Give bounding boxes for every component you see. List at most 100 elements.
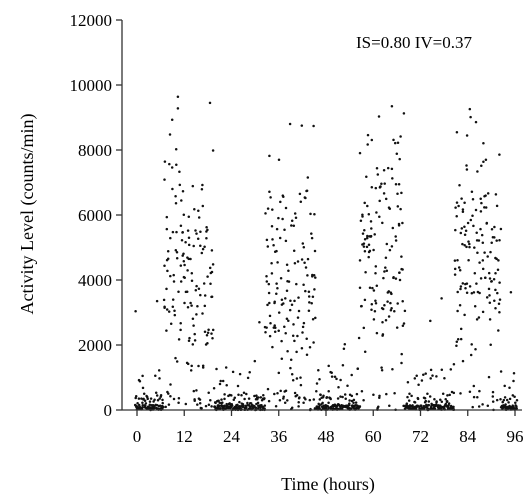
data-point bbox=[202, 282, 206, 285]
data-point bbox=[394, 183, 398, 186]
data-point bbox=[455, 130, 459, 134]
data-point bbox=[444, 402, 448, 406]
data-point bbox=[489, 343, 492, 346]
data-point bbox=[305, 189, 309, 193]
data-point bbox=[399, 207, 402, 211]
data-point bbox=[145, 394, 148, 398]
data-point bbox=[460, 227, 464, 230]
data-point bbox=[503, 405, 507, 409]
data-point bbox=[292, 323, 295, 326]
data-point bbox=[308, 345, 312, 349]
data-point bbox=[306, 274, 309, 277]
data-point bbox=[238, 372, 242, 376]
data-point bbox=[362, 399, 365, 402]
data-point bbox=[277, 311, 281, 314]
data-point bbox=[163, 264, 166, 267]
data-point bbox=[426, 392, 429, 396]
data-point bbox=[388, 248, 392, 252]
data-point bbox=[260, 403, 263, 407]
data-point bbox=[201, 183, 204, 187]
data-point bbox=[327, 407, 330, 410]
data-point bbox=[429, 368, 433, 372]
data-point bbox=[385, 269, 389, 272]
data-point bbox=[466, 221, 470, 225]
tick-marks bbox=[116, 19, 516, 416]
data-point bbox=[194, 289, 198, 292]
data-point bbox=[193, 332, 196, 336]
data-point bbox=[190, 272, 194, 275]
data-point bbox=[487, 375, 491, 379]
data-point bbox=[318, 377, 321, 381]
data-point bbox=[210, 405, 213, 408]
data-point bbox=[508, 386, 511, 389]
data-point bbox=[490, 228, 494, 231]
data-point bbox=[367, 250, 371, 254]
data-point bbox=[201, 247, 205, 251]
data-point bbox=[142, 392, 146, 396]
data-point bbox=[171, 187, 174, 191]
data-point bbox=[366, 143, 369, 146]
data-point bbox=[368, 286, 372, 289]
data-point bbox=[219, 379, 222, 383]
data-point bbox=[304, 266, 308, 269]
data-point bbox=[302, 401, 305, 404]
data-point bbox=[452, 405, 455, 409]
data-point bbox=[441, 392, 445, 396]
data-point bbox=[297, 296, 300, 299]
data-point bbox=[183, 263, 186, 267]
data-point bbox=[394, 239, 398, 242]
data-point bbox=[297, 309, 301, 313]
data-point bbox=[162, 298, 166, 302]
data-point bbox=[293, 391, 297, 395]
data-point bbox=[419, 404, 423, 408]
data-point bbox=[277, 371, 281, 375]
data-point bbox=[479, 277, 483, 280]
data-point bbox=[295, 377, 299, 380]
data-point bbox=[387, 290, 391, 293]
data-point bbox=[358, 286, 362, 289]
data-point bbox=[497, 329, 500, 332]
data-point bbox=[171, 298, 175, 301]
data-point bbox=[369, 220, 373, 223]
data-point bbox=[299, 383, 303, 387]
data-point bbox=[493, 299, 496, 303]
data-point bbox=[199, 293, 202, 297]
data-point bbox=[344, 397, 347, 400]
data-point bbox=[358, 151, 362, 155]
data-point bbox=[169, 383, 172, 386]
data-point bbox=[218, 382, 222, 386]
data-point bbox=[461, 242, 464, 246]
data-point bbox=[433, 398, 436, 401]
data-point bbox=[427, 400, 431, 403]
annotation-is-iv: IS=0.80 IV=0.37 bbox=[356, 33, 472, 52]
data-point bbox=[499, 397, 502, 401]
data-point bbox=[168, 133, 172, 136]
data-point bbox=[458, 184, 461, 187]
data-point bbox=[286, 349, 289, 353]
data-point bbox=[341, 363, 345, 367]
data-point bbox=[383, 270, 386, 273]
data-point bbox=[378, 215, 381, 218]
data-point bbox=[175, 256, 179, 260]
data-point bbox=[183, 276, 186, 279]
data-point bbox=[200, 407, 203, 410]
data-point bbox=[208, 101, 212, 105]
data-point bbox=[363, 201, 366, 205]
data-points bbox=[133, 95, 519, 412]
data-point bbox=[205, 226, 208, 229]
data-point bbox=[389, 301, 392, 305]
data-point bbox=[321, 401, 324, 405]
data-point bbox=[177, 338, 181, 341]
data-point bbox=[191, 184, 195, 188]
data-point bbox=[195, 313, 198, 316]
data-point bbox=[478, 389, 481, 393]
data-point bbox=[288, 122, 292, 126]
data-point bbox=[163, 160, 167, 163]
data-point bbox=[203, 330, 207, 334]
data-point bbox=[457, 266, 461, 269]
data-point bbox=[311, 295, 315, 299]
data-point bbox=[174, 147, 178, 151]
data-point bbox=[166, 269, 169, 273]
data-point bbox=[269, 196, 272, 199]
data-point bbox=[385, 242, 389, 246]
